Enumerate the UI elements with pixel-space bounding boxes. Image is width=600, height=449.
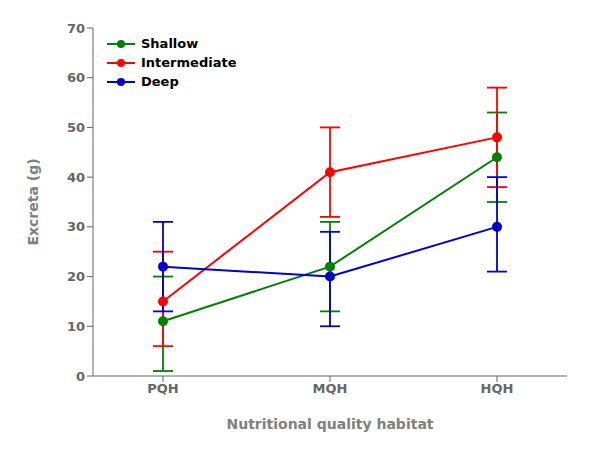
html-text:Intermediate: Intermediate: [141, 55, 237, 70]
svg-text:30: 30: [67, 219, 85, 234]
svg-text:Nutritional quality habitat: Nutritional quality habitat: [226, 416, 433, 432]
html-text:Deep: Deep: [141, 74, 179, 89]
html-text:Shallow: Shallow: [141, 36, 199, 51]
svg-text:MQH: MQH: [313, 381, 348, 396]
svg-text:10: 10: [67, 319, 85, 334]
svg-text:50: 50: [67, 120, 85, 135]
svg-text:20: 20: [67, 269, 85, 284]
svg-text:HQH: HQH: [481, 381, 514, 396]
svg-text:60: 60: [67, 70, 85, 85]
svg-text:0: 0: [76, 369, 85, 384]
svg-text:70: 70: [67, 21, 85, 36]
svg-text:Excreta (g): Excreta (g): [25, 158, 41, 245]
svg-text:PQH: PQH: [147, 381, 178, 396]
svg-text:40: 40: [67, 170, 85, 185]
